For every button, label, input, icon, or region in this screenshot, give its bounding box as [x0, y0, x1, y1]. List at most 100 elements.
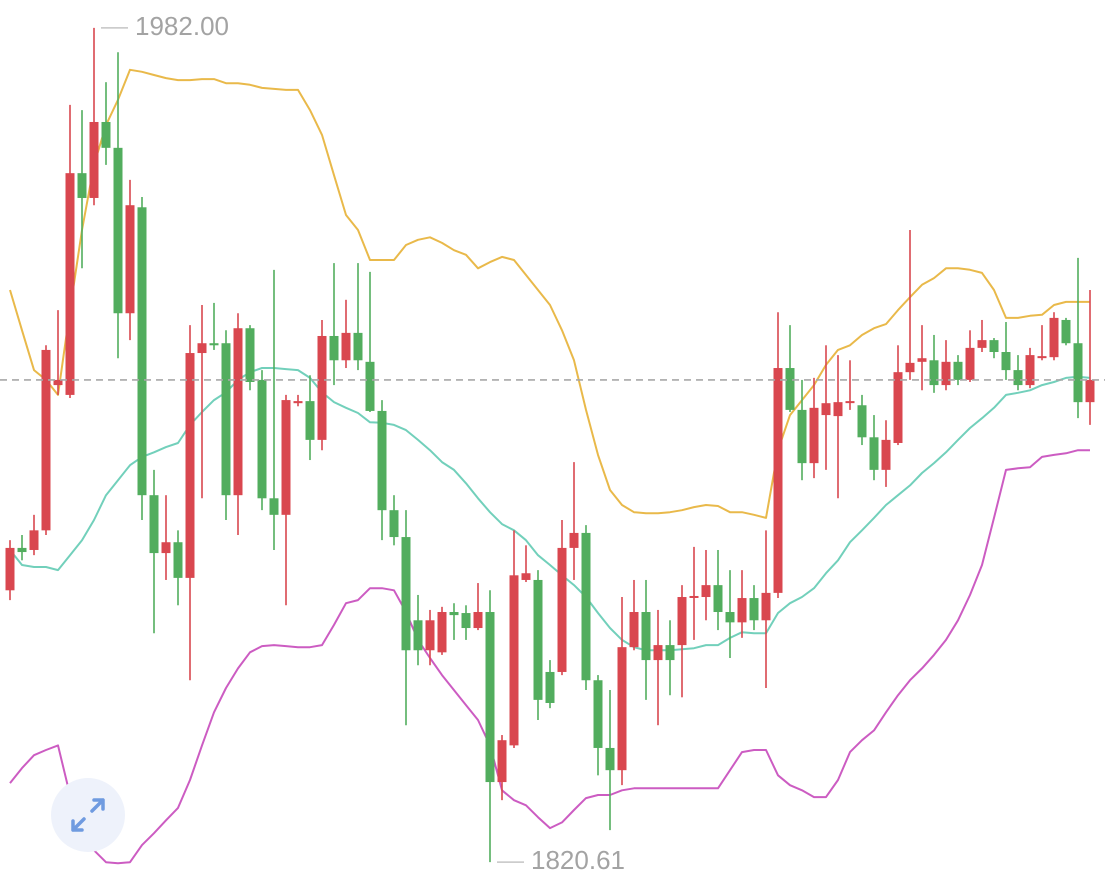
candle-body	[869, 437, 879, 470]
candle-body	[1073, 343, 1083, 403]
candle-body	[653, 645, 663, 661]
candle-body	[833, 402, 843, 417]
candle-body	[509, 575, 519, 746]
candle-body	[89, 121, 99, 198]
candle-body	[713, 585, 723, 613]
candle-body	[5, 547, 15, 591]
candle-body	[857, 405, 867, 438]
candle-body	[101, 121, 111, 148]
candle-body	[1025, 355, 1035, 386]
candle-body	[245, 328, 255, 382]
candle-body	[737, 598, 747, 623]
candle-body	[521, 573, 531, 580]
candle-body	[41, 349, 51, 531]
candle-body	[53, 379, 63, 386]
candle-body	[365, 361, 375, 411]
candle-body	[29, 530, 39, 550]
candle-body	[329, 335, 339, 361]
candle-body	[785, 368, 795, 410]
candle-body	[281, 400, 291, 515]
candle-body	[1037, 356, 1047, 359]
candle-body	[17, 547, 27, 553]
candle-body	[905, 362, 915, 373]
candle-body	[317, 335, 327, 440]
candle-body	[1049, 317, 1059, 358]
candle-body	[1061, 319, 1071, 344]
candle-body	[77, 173, 87, 198]
candle-body	[257, 379, 267, 499]
band-line	[9, 367, 1091, 652]
candle-body	[389, 510, 399, 538]
candle-body	[629, 612, 639, 648]
candle-body	[185, 353, 195, 578]
candle-body	[1085, 379, 1095, 403]
candle-body	[557, 547, 567, 672]
candle-body	[689, 595, 699, 598]
candle-body	[425, 620, 435, 651]
candle-body	[761, 592, 771, 621]
candle-body	[893, 372, 903, 443]
candle-body	[173, 542, 183, 578]
candle-body	[701, 585, 711, 598]
candle-body	[881, 439, 891, 470]
candle-body	[197, 343, 207, 354]
candle-body	[401, 537, 411, 651]
candle-body	[749, 598, 759, 621]
candle-body	[725, 612, 735, 623]
band-line	[9, 449, 1090, 865]
candle-body	[485, 612, 495, 783]
candle-body	[977, 340, 987, 348]
candle-body	[497, 740, 507, 783]
expand-icon[interactable]	[71, 798, 105, 832]
candle-body	[161, 542, 171, 554]
candle-body	[821, 403, 831, 416]
candles	[5, 27, 1095, 863]
annotation-label: 1820.61	[531, 845, 625, 875]
candle-body	[377, 410, 387, 511]
candle-body	[149, 495, 159, 554]
bands	[9, 68, 1091, 865]
candle-body	[545, 671, 555, 703]
candle-body	[797, 409, 807, 464]
candle-body	[437, 612, 447, 653]
expand-button[interactable]	[51, 778, 125, 852]
candle-body	[209, 343, 219, 346]
candle-body	[845, 401, 855, 404]
candle-body	[533, 579, 543, 700]
candle-body	[617, 647, 627, 771]
candle-body	[917, 358, 927, 362]
candle-body	[965, 347, 975, 380]
candle-body	[593, 680, 603, 748]
expand-button-bg[interactable]	[51, 778, 125, 852]
candle-body	[809, 407, 819, 464]
candle-body	[773, 368, 783, 593]
candle-body	[269, 498, 279, 515]
candle-body	[665, 645, 675, 661]
candle-body	[1013, 370, 1023, 386]
candle-body	[605, 747, 615, 771]
candle-body	[449, 612, 459, 616]
candle-body	[989, 340, 999, 353]
candle-body	[953, 361, 963, 380]
candle-body	[461, 613, 471, 629]
candle-body	[677, 597, 687, 646]
candle-body	[1001, 352, 1011, 371]
candle-body	[233, 328, 243, 496]
candle-body	[941, 361, 951, 386]
candle-body	[353, 332, 363, 361]
candle-body	[293, 401, 303, 404]
candle-body	[929, 360, 939, 386]
candle-body	[125, 205, 135, 314]
candle-body	[65, 173, 75, 395]
candle-body	[581, 532, 591, 681]
candle-body	[413, 620, 423, 651]
candle-body	[113, 147, 123, 314]
annotation-label: 1982.00	[135, 11, 229, 41]
candle-body	[221, 343, 231, 496]
band-line	[9, 68, 1090, 519]
candle-body	[641, 612, 651, 661]
candle-body	[569, 532, 579, 548]
overlay: 1982.00 1820.61	[0, 11, 1105, 875]
